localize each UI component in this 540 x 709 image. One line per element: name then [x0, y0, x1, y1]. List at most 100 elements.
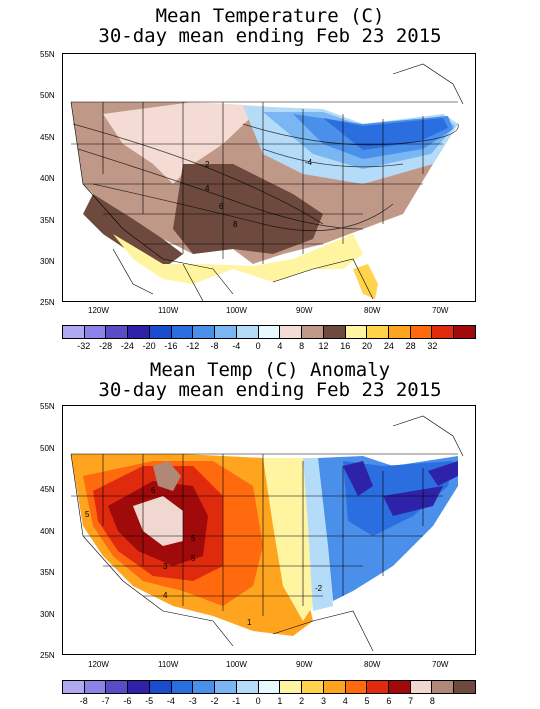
- colorbar-tick-label: -7: [101, 696, 110, 706]
- mean-temperature-panel: Mean Temperature (C) 30-day mean ending …: [40, 6, 476, 353]
- lon-label: 120W: [88, 660, 109, 669]
- colorbar-tick-label: 4: [342, 696, 348, 706]
- panel-title-line2: 30-day mean ending Feb 23 2015: [98, 25, 442, 47]
- colorbar-swatch: [367, 326, 390, 338]
- lat-label: 30N: [40, 610, 55, 619]
- lon-label: 110W: [158, 306, 179, 315]
- colorbar-swatch: [193, 681, 216, 693]
- colorbar-tick-label: -24: [120, 341, 134, 351]
- colorbar-tick-label: -2: [210, 696, 219, 706]
- temperature-colorbar-ticks: -32 -28 -24 -20 -16 -12 -8 -4 0 4 8 12 16 20 24 28 32: [62, 341, 476, 353]
- anomaly-colorbar-ticks: -8 -7 -6 -5 -4 -3 -2 -1 0 1 2 3 4 5 6 7 8: [62, 696, 476, 708]
- colorbar-tick-label: -28: [99, 341, 113, 351]
- colorbar-tick-label: 32: [427, 341, 438, 351]
- panel-title-line2: 30-day mean ending Feb 23 2015: [98, 379, 442, 401]
- lon-label: 70W: [432, 660, 449, 669]
- colorbar-tick-label: 24: [383, 341, 394, 351]
- contour-label: 8: [233, 220, 238, 229]
- colorbar-swatch: [280, 326, 303, 338]
- colorbar-tick-label: 8: [429, 696, 435, 706]
- contour-label: 1: [247, 618, 252, 627]
- lon-label: 90W: [296, 306, 313, 315]
- contour-label: -2: [315, 584, 323, 593]
- colorbar-tick-label: 7: [408, 696, 414, 706]
- lat-label: 50N: [40, 91, 55, 100]
- lat-label: 55N: [40, 402, 55, 411]
- colorbar-tick-label: -8: [79, 696, 88, 706]
- lon-label: 100W: [226, 660, 247, 669]
- lon-label: 80W: [364, 660, 381, 669]
- colorbar-swatch: [149, 326, 172, 338]
- lat-label: 40N: [40, 527, 55, 536]
- temperature-map: -4 2 4 6 8: [62, 53, 476, 302]
- contour-label: 2: [205, 160, 210, 169]
- contour-label: -4: [305, 158, 313, 167]
- colorbar-tick-label: 0: [255, 696, 261, 706]
- colorbar-swatch: [258, 681, 281, 693]
- lat-label: 25N: [40, 651, 55, 660]
- colorbar-tick-label: -1: [232, 696, 241, 706]
- colorbar-swatch: [171, 681, 194, 693]
- lat-label: 35N: [40, 216, 55, 225]
- colorbar-tick-label: -12: [186, 341, 200, 351]
- lon-label: 100W: [226, 306, 247, 315]
- lat-label: 45N: [40, 133, 55, 142]
- colorbar-tick-label: -5: [145, 696, 154, 706]
- colorbar-swatch: [302, 326, 324, 338]
- anomaly-colorbar: [62, 680, 476, 694]
- lat-label: 25N: [40, 298, 55, 307]
- colorbar-tick-label: 4: [277, 341, 283, 351]
- contour-label: 3: [163, 562, 168, 571]
- colorbar-tick-label: 6: [386, 696, 392, 706]
- panel-title-line1: Mean Temp (C) Anomaly: [149, 359, 391, 381]
- colorbar-tick-label: -32: [77, 341, 91, 351]
- colorbar-swatch: [171, 326, 194, 338]
- colorbar-swatch: [236, 681, 259, 693]
- contour-label: 6: [219, 202, 224, 211]
- colorbar-swatch: [389, 681, 411, 693]
- lon-label: 120W: [88, 306, 109, 315]
- lat-label: 50N: [40, 444, 55, 453]
- colorbar-swatch: [454, 681, 475, 693]
- colorbar-swatch: [236, 326, 259, 338]
- colorbar-swatch: [432, 326, 455, 338]
- colorbar-swatch: [128, 326, 150, 338]
- colorbar-swatch: [389, 326, 411, 338]
- colorbar-tick-label: 0: [255, 341, 261, 351]
- colorbar-tick-label: -4: [232, 341, 241, 351]
- colorbar-swatch: [432, 681, 455, 693]
- colorbar-tick-label: 5: [364, 696, 370, 706]
- colorbar-tick-label: 28: [405, 341, 416, 351]
- colorbar-tick-label: -20: [142, 341, 156, 351]
- colorbar-swatch: [63, 681, 85, 693]
- colorbar-swatch: [84, 326, 107, 338]
- colorbar-tick-label: 12: [318, 341, 329, 351]
- colorbar-swatch: [63, 326, 85, 338]
- colorbar-tick-label: 20: [362, 341, 373, 351]
- colorbar-swatch: [106, 681, 129, 693]
- colorbar-swatch: [215, 681, 237, 693]
- lat-label: 45N: [40, 485, 55, 494]
- colorbar-swatch: [149, 681, 172, 693]
- colorbar-tick-label: -4: [166, 696, 175, 706]
- colorbar-swatch: [323, 681, 346, 693]
- colorbar-swatch: [258, 326, 281, 338]
- contour-label: 5: [191, 554, 196, 563]
- lat-label: 55N: [40, 50, 55, 59]
- colorbar-swatch: [302, 681, 324, 693]
- anomaly-map: 6 5 5 5 3 4 -2 1: [62, 405, 476, 655]
- colorbar-swatch: [193, 326, 216, 338]
- colorbar-swatch: [345, 681, 368, 693]
- lon-label: 80W: [364, 306, 381, 315]
- colorbar-swatch: [367, 681, 390, 693]
- colorbar-swatch: [454, 326, 475, 338]
- lon-label: 90W: [296, 660, 313, 669]
- colorbar-tick-label: 3: [320, 696, 326, 706]
- colorbar-swatch: [84, 681, 107, 693]
- colorbar-swatch: [215, 326, 237, 338]
- lat-label: 40N: [40, 174, 55, 183]
- colorbar-swatch: [410, 681, 433, 693]
- temperature-colorbar: [62, 325, 476, 339]
- colorbar-tick-label: 1: [277, 696, 283, 706]
- colorbar-tick-label: -8: [210, 341, 219, 351]
